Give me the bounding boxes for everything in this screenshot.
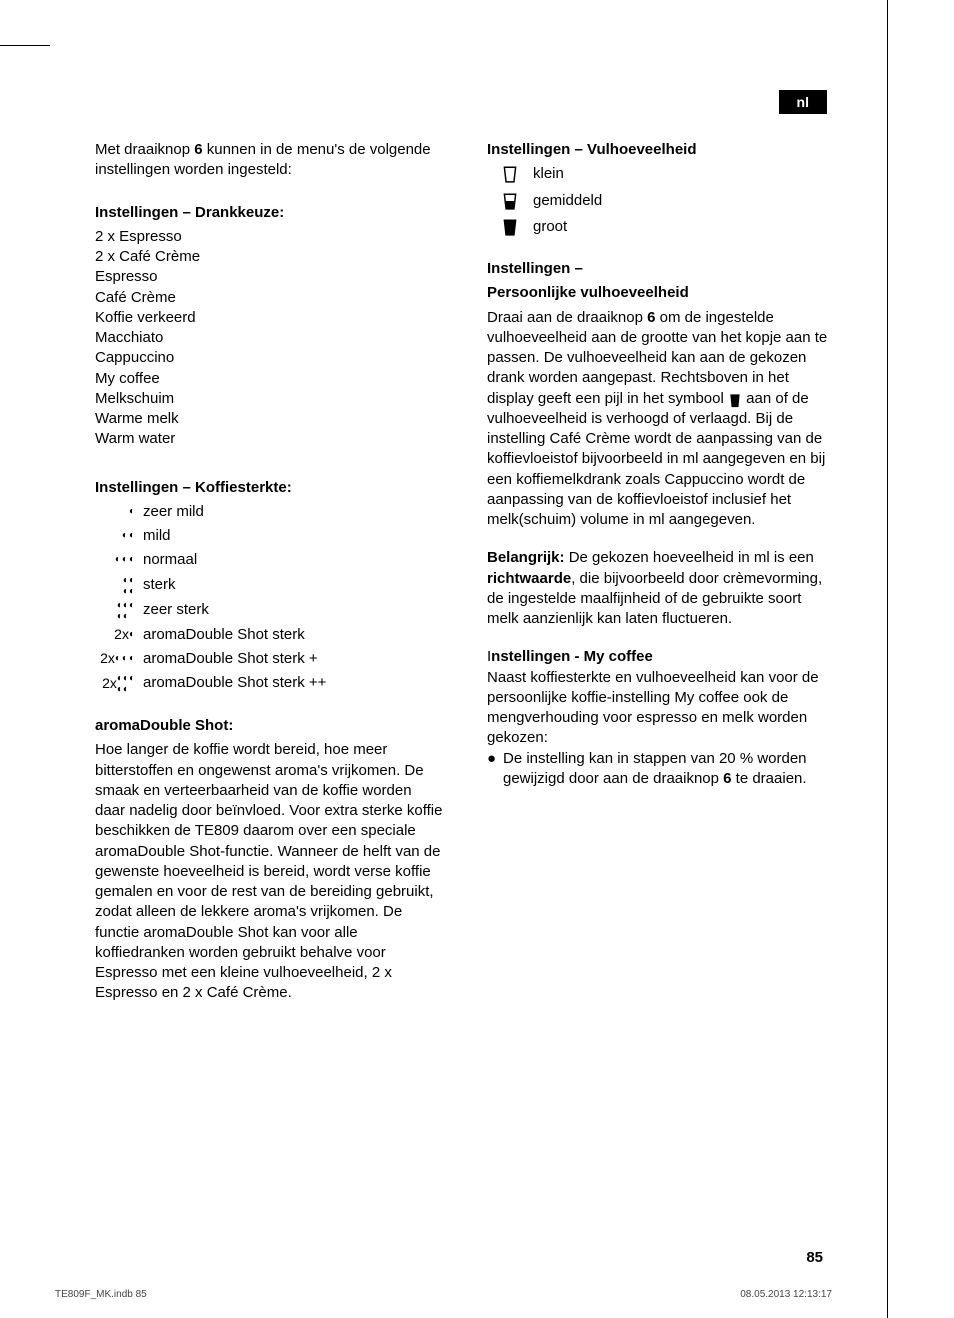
content: Met draaiknop 6 kunnen in de menu's de v… xyxy=(95,140,837,1022)
bullet-text: De instelling kan in stappen van 20 % wo… xyxy=(503,749,837,790)
strength-row: ◐◐◐normaal xyxy=(95,550,445,570)
drink-item: Warm water xyxy=(95,429,445,449)
strength-label: normaal xyxy=(143,550,445,570)
strength-label: sterk xyxy=(143,575,445,595)
personal-title2: Persoonlijke vulhoeveelheid xyxy=(487,283,837,303)
page-number: 85 xyxy=(806,1249,823,1266)
strength-icon: ◐◐ xyxy=(95,532,143,540)
cup-icon-inline xyxy=(728,392,742,406)
strength-icon: ◐◐◐◐ xyxy=(95,575,143,596)
intro-text: Met draaiknop 6 kunnen in de menu's de v… xyxy=(95,140,445,181)
strength-icon: 2x ◐◐◐ xyxy=(95,649,143,668)
strength-list: ◐zeer mild◐◐mild◐◐◐normaal◐◐◐◐sterk◐◐◐◐◐… xyxy=(95,502,445,694)
strength-icon: ◐◐◐◐◐ xyxy=(95,600,143,621)
volume-row: groot xyxy=(487,217,837,237)
important-bold: richtwaarde xyxy=(487,570,571,587)
strength-label: aromaDouble Shot sterk + xyxy=(143,649,445,669)
strength-row: ◐◐◐◐sterk xyxy=(95,575,445,596)
drink-item: Koffie verkeerd xyxy=(95,308,445,328)
language-badge: nl xyxy=(779,90,827,114)
strength-icon: ◐ xyxy=(95,508,143,516)
left-column: Met draaiknop 6 kunnen in de menu's de v… xyxy=(95,140,445,1022)
mycoffee-title: IInstellingen - My coffeenstellingen - M… xyxy=(487,647,837,667)
strength-label: aromaDouble Shot sterk ++ xyxy=(143,673,445,693)
strength-row: ◐zeer mild xyxy=(95,502,445,522)
cup-icon xyxy=(487,165,533,183)
volume-row: klein xyxy=(487,164,837,184)
drink-item: My coffee xyxy=(95,369,445,389)
cup-icon xyxy=(487,218,533,236)
volume-label: gemiddeld xyxy=(533,191,837,211)
strength-row: 2x ◐aromaDouble Shot sterk xyxy=(95,625,445,645)
strength-label: zeer mild xyxy=(143,502,445,522)
drink-item: 2 x Café Crème xyxy=(95,247,445,267)
strength-row: 2x ◐◐◐◐◐aromaDouble Shot sterk ++ xyxy=(95,673,445,694)
volume-label: klein xyxy=(533,164,837,184)
strength-row: ◐◐◐◐◐zeer sterk xyxy=(95,600,445,621)
important-label: Belangrijk: xyxy=(487,549,565,566)
volume-label: groot xyxy=(533,217,837,237)
volume-list: klein gemiddeld groot xyxy=(487,164,837,237)
strength-label: zeer sterk xyxy=(143,600,445,620)
bullet-icon: ● xyxy=(487,749,503,790)
drink-item: Café Crème xyxy=(95,288,445,308)
drink-list: 2 x Espresso2 x Café CrèmeEspressoCafé C… xyxy=(95,227,445,450)
personal-post: aan of de vulhoeveelheid is verhoogd of … xyxy=(487,390,825,529)
strength-icon: 2x ◐◐◐◐◐ xyxy=(95,673,143,694)
strength-label: mild xyxy=(143,526,445,546)
footer-left: TE809F_MK.indb 85 xyxy=(55,1289,147,1300)
important-pre: De gekozen hoeveelheid in ml is een xyxy=(565,549,814,566)
page: nl Met draaiknop 6 kunnen in de menu's d… xyxy=(0,0,888,1318)
important-para: Belangrijk: De gekozen hoeveelheid in ml… xyxy=(487,548,837,629)
ads-title: aromaDouble Shot: xyxy=(95,716,445,736)
drink-item: Cappuccino xyxy=(95,348,445,368)
personal-title1: Instellingen – xyxy=(487,259,837,279)
mycoffee-intro: Naast koffiesterkte en vulhoeveelheid ka… xyxy=(487,668,837,749)
ads-body: Hoe langer de koffie wordt bereid, hoe m… xyxy=(95,740,445,1003)
drink-item: Espresso xyxy=(95,267,445,287)
strength-row: 2x ◐◐◐aromaDouble Shot sterk + xyxy=(95,649,445,669)
strength-row: ◐◐mild xyxy=(95,526,445,546)
cup-icon xyxy=(487,192,533,210)
crop-mark xyxy=(0,45,50,46)
drink-item: Warme melk xyxy=(95,409,445,429)
strength-icon: 2x ◐ xyxy=(95,625,143,644)
footer-right: 08.05.2013 12:13:17 xyxy=(740,1289,832,1300)
volume-title: Instellingen – Vulhoeveelheid xyxy=(487,140,837,160)
drink-item: Macchiato xyxy=(95,328,445,348)
drinks-title: Instellingen – Drankkeuze: xyxy=(95,203,445,223)
right-column: Instellingen – Vulhoeveelheid klein gemid… xyxy=(487,140,837,1022)
strength-title: Instellingen – Koffiesterkte: xyxy=(95,478,445,498)
volume-row: gemiddeld xyxy=(487,191,837,211)
strength-icon: ◐◐◐ xyxy=(95,556,143,564)
footer: TE809F_MK.indb 85 08.05.2013 12:13:17 xyxy=(55,1289,832,1300)
drink-item: 2 x Espresso xyxy=(95,227,445,247)
strength-label: aromaDouble Shot sterk xyxy=(143,625,445,645)
mycoffee-bullet: ● De instelling kan in stappen van 20 % … xyxy=(487,749,837,790)
drink-item: Melkschuim xyxy=(95,389,445,409)
personal-body: Draai aan de draaiknop 6 om de inge­stel… xyxy=(487,308,837,531)
